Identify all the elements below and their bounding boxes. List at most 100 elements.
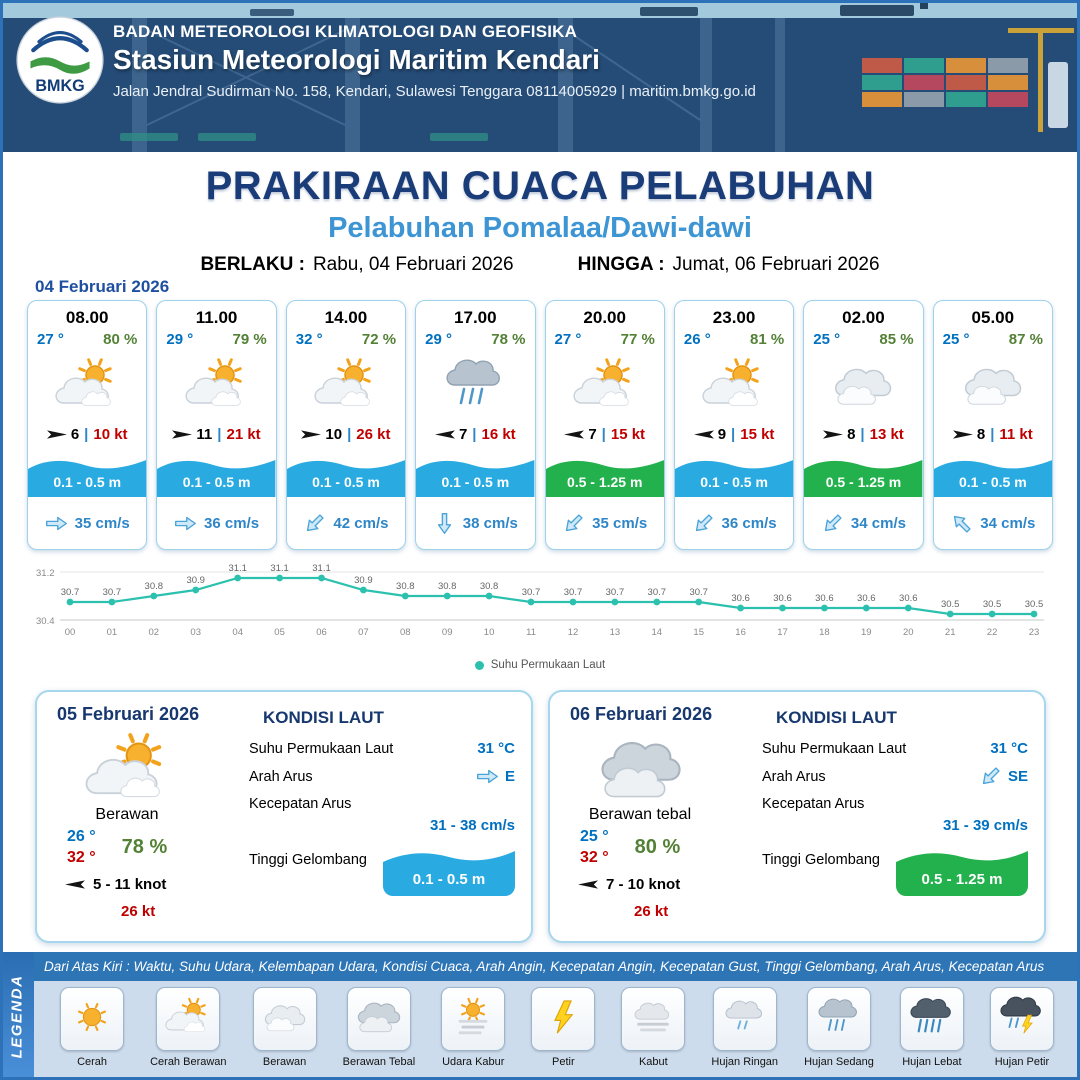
legend-weather-icon (722, 994, 768, 1045)
wind-direction-icon (46, 428, 67, 441)
temp-max: 32 ° (67, 849, 96, 866)
current-direction-icon (818, 509, 846, 537)
forecast-card: 08.00 27 ° 80 % 6 | 10 kt 0.1 - 0.5 m 35… (27, 300, 148, 550)
air-temperature: 32 ° (295, 331, 323, 348)
svg-text:30.6: 30.6 (773, 593, 792, 604)
header: BMKG BADAN METEOROLOGI KLIMATOLOGI DAN G… (0, 0, 1080, 152)
wind-row: 7 | 16 kt (416, 422, 534, 446)
day-summary-section: 05 Februari 2026 Berawan 26 ° 32 ° 78 % … (0, 690, 1080, 943)
weather-condition: Berawan (95, 806, 159, 823)
svg-text:06: 06 (316, 627, 327, 638)
wind-gust: 15 kt (740, 425, 775, 443)
wave-height-band: 0.1 - 0.5 m (674, 451, 794, 497)
wave-height-label: Tinggi Gelombang (249, 852, 367, 868)
wave-height-band: 0.1 - 0.5 m (416, 451, 535, 497)
wind-gust: 10 kt (93, 425, 128, 443)
wind-separator: | (217, 425, 222, 443)
current-speed: 38 cm/s (462, 514, 518, 532)
svg-text:05: 05 (274, 627, 285, 638)
weather-icon (804, 348, 922, 422)
weather-icon (598, 726, 684, 817)
current-direction-icon (174, 515, 197, 532)
wind-direction-icon (434, 428, 455, 441)
legend-item: Hujan Sedang (804, 987, 874, 1068)
svg-text:15: 15 (693, 627, 704, 638)
temp-min: 25 ° (580, 828, 609, 845)
port-name: Pelabuhan Pomalaa/Dawi-dawi (328, 212, 752, 244)
temp-max: 32 ° (580, 849, 609, 866)
wave-height-band: 0.1 - 0.5 m (28, 451, 147, 497)
legend-item: Hujan Ringan (711, 987, 778, 1068)
current-row: 42 cm/s (287, 497, 405, 549)
humidity: 87 % (1008, 331, 1043, 348)
humidity: 81 % (750, 331, 785, 348)
legend-item-tile (252, 987, 317, 1051)
svg-text:19: 19 (861, 627, 872, 638)
legend-item-tile (156, 987, 221, 1051)
legend-item-label: Berawan Tebal (342, 1056, 416, 1068)
air-temperature: 27 ° (37, 331, 64, 348)
legend-item-tile (712, 987, 777, 1051)
humidity: 80 % (634, 836, 681, 858)
wind-gust: 13 kt (869, 425, 904, 443)
svg-text:17: 17 (777, 627, 788, 638)
svg-text:07: 07 (358, 627, 369, 638)
valid-to-value: Jumat, 06 Februari 2026 (672, 254, 880, 275)
legend-vertical-label: LEGENDA (8, 974, 26, 1058)
sea-conditions-title: KONDISI LAUT (776, 708, 897, 727)
air-temperature: 25 ° (813, 331, 841, 348)
legend-item-label: Petir (551, 1056, 575, 1068)
svg-text:30.5: 30.5 (983, 599, 1002, 610)
svg-text:21: 21 (945, 627, 956, 638)
weather-icon (934, 348, 1052, 422)
legend-item: Hujan Lebat (899, 987, 964, 1068)
air-temperature: 26 ° (683, 331, 711, 348)
weather-icon (546, 348, 664, 422)
legend-item-tile (989, 987, 1054, 1051)
day-date: 06 Februari 2026 (570, 704, 713, 724)
svg-text:30.7: 30.7 (522, 587, 541, 598)
wave-height: 0.1 - 0.5 m (53, 474, 122, 490)
svg-text:09: 09 (442, 627, 453, 638)
current-row: 36 cm/s (157, 497, 275, 549)
forecast-time: 11.00 (195, 308, 238, 327)
valid-from-label: BERLAKU : (200, 254, 305, 275)
current-speed-value: 31 - 38 cm/s (429, 817, 515, 834)
forecast-card: 02.00 25 ° 85 % 8 | 13 kt 0.5 - 1.25 m 3… (803, 300, 924, 550)
legend-item-tile (60, 987, 125, 1051)
sst-label: Suhu Permukaan Laut (762, 740, 907, 757)
humidity: 78 % (121, 836, 168, 858)
valid-to: HINGGA : Jumat, 06 Februari 2026 (578, 254, 880, 276)
svg-text:14: 14 (652, 627, 663, 638)
svg-text:31.1: 31.1 (228, 563, 247, 574)
wave-height: 0.1 - 0.5 m (441, 474, 510, 490)
svg-text:30.7: 30.7 (564, 587, 583, 598)
wave-height-band: 0.1 - 0.5 m (286, 451, 406, 497)
current-direction-icon (948, 509, 976, 537)
air-temperature: 29 ° (166, 331, 194, 348)
sea-conditions-title: KONDISI LAUT (263, 708, 384, 727)
wind-gust: 16 kt (481, 425, 516, 443)
svg-text:00: 00 (65, 627, 76, 638)
legend-item: Berawan (252, 987, 317, 1068)
current-speed: 35 cm/s (74, 514, 130, 532)
current-row: 35 cm/s (28, 497, 146, 549)
legend-item: Cerah Berawan (150, 987, 227, 1068)
svg-text:30.6: 30.6 (899, 593, 918, 604)
forecast-card: 05.00 25 ° 87 % 8 | 11 kt 0.1 - 0.5 m 34… (932, 300, 1053, 550)
wind-speed: 9 (717, 425, 727, 443)
wind-speed: 7 (458, 425, 468, 443)
wind-direction-icon (693, 428, 714, 441)
wind-direction-icon (301, 428, 322, 441)
current-direction-icon (436, 512, 453, 535)
forecast-time: 20.00 (583, 308, 626, 327)
wind-speed: 10 (325, 425, 343, 443)
wind-row: 7 | 15 kt (546, 422, 664, 446)
legend-item-label: Udara Kabur (442, 1056, 505, 1068)
wave-height: 0.1 - 0.5 m (312, 474, 380, 490)
wind-row: 6 | 10 kt (28, 422, 146, 446)
wind-row: 5 - 11 knot (65, 876, 166, 893)
wave-height: 0.1 - 0.5 m (700, 474, 768, 490)
svg-text:0.5 - 1.25 m: 0.5 - 1.25 m (922, 871, 1003, 888)
svg-text:30.9: 30.9 (186, 575, 205, 586)
